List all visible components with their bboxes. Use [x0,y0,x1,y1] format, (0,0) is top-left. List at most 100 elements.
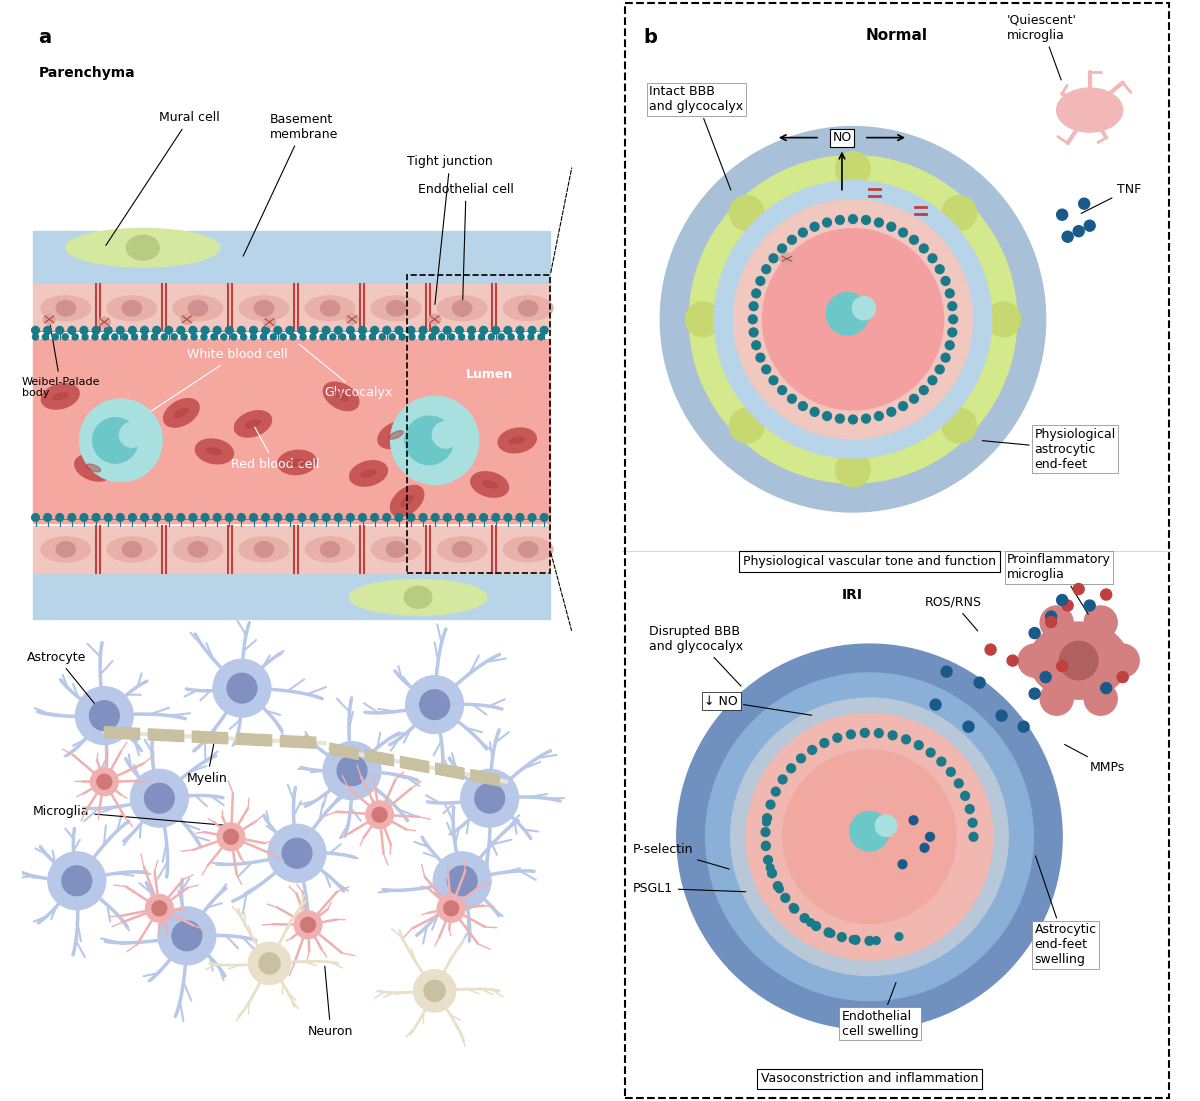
Circle shape [910,236,918,244]
Circle shape [782,750,956,924]
Circle shape [887,222,895,231]
Circle shape [145,894,173,923]
Circle shape [820,739,829,748]
Circle shape [1084,606,1117,639]
Ellipse shape [41,296,90,320]
Ellipse shape [107,296,157,320]
Circle shape [730,408,764,443]
Circle shape [359,326,366,335]
Circle shape [947,767,955,776]
Polygon shape [330,743,359,760]
Circle shape [320,334,326,340]
Circle shape [1079,198,1090,209]
Circle shape [172,920,202,951]
Circle shape [43,326,52,335]
Text: P-selectin: P-selectin [632,843,730,869]
Circle shape [140,326,149,335]
Circle shape [833,733,841,742]
Circle shape [68,513,76,522]
Circle shape [492,513,499,522]
Circle shape [919,385,929,394]
Text: Parenchyma: Parenchyma [38,66,134,80]
Circle shape [214,326,221,335]
Circle shape [1084,683,1117,716]
Circle shape [437,894,466,923]
Ellipse shape [66,228,220,266]
Circle shape [763,818,770,826]
Circle shape [930,699,941,710]
Circle shape [914,741,923,750]
Circle shape [968,818,977,827]
Ellipse shape [305,296,355,320]
Circle shape [767,864,774,872]
Circle shape [1117,672,1128,683]
Circle shape [835,216,845,225]
Circle shape [733,200,972,438]
Circle shape [349,334,355,340]
Circle shape [810,407,820,416]
Ellipse shape [851,805,865,814]
Circle shape [762,841,770,850]
Circle shape [97,774,112,789]
Circle shape [116,513,124,522]
Ellipse shape [173,296,223,320]
Circle shape [516,513,524,522]
Circle shape [996,710,1007,721]
Bar [32,338,551,523]
Circle shape [772,787,780,796]
Ellipse shape [452,301,472,316]
Circle shape [311,326,318,335]
Circle shape [504,513,511,522]
Circle shape [775,885,784,893]
Circle shape [1045,617,1057,628]
Bar [32,231,551,286]
Circle shape [190,513,197,522]
Circle shape [961,792,970,800]
Ellipse shape [1030,622,1128,699]
Circle shape [749,302,758,310]
Ellipse shape [254,542,274,557]
Circle shape [152,326,161,335]
Ellipse shape [74,455,112,481]
Ellipse shape [320,542,340,557]
Circle shape [946,288,954,297]
Circle shape [48,852,106,909]
Circle shape [479,334,485,340]
Circle shape [862,414,870,423]
Circle shape [970,832,978,841]
Circle shape [68,326,76,335]
Circle shape [221,334,227,340]
Text: TNF: TNF [1081,183,1141,214]
Ellipse shape [163,399,199,427]
Circle shape [508,334,514,340]
Circle shape [444,901,458,916]
Circle shape [274,326,282,335]
Circle shape [298,513,306,522]
Ellipse shape [86,464,101,472]
Circle shape [419,334,425,340]
Circle shape [419,326,427,335]
Circle shape [270,334,276,340]
Circle shape [852,296,876,320]
Circle shape [1030,688,1040,699]
Text: Physiological
astrocytic
end-feet: Physiological astrocytic end-feet [983,428,1116,471]
Ellipse shape [452,542,472,557]
Circle shape [53,334,59,340]
Ellipse shape [780,253,793,264]
Circle shape [92,334,98,340]
Circle shape [428,334,434,340]
Text: 'Quiescent'
microglia: 'Quiescent' microglia [1007,13,1078,80]
Circle shape [756,276,764,285]
Circle shape [762,229,943,410]
Circle shape [337,755,367,786]
Circle shape [811,922,821,930]
Circle shape [286,513,294,522]
Circle shape [941,666,952,677]
Text: Vasoconstriction and inflammation: Vasoconstriction and inflammation [761,1072,978,1086]
Text: a: a [38,28,52,46]
Circle shape [919,244,929,253]
Circle shape [762,366,770,374]
Circle shape [262,513,270,522]
Circle shape [250,513,257,522]
Circle shape [42,334,48,340]
